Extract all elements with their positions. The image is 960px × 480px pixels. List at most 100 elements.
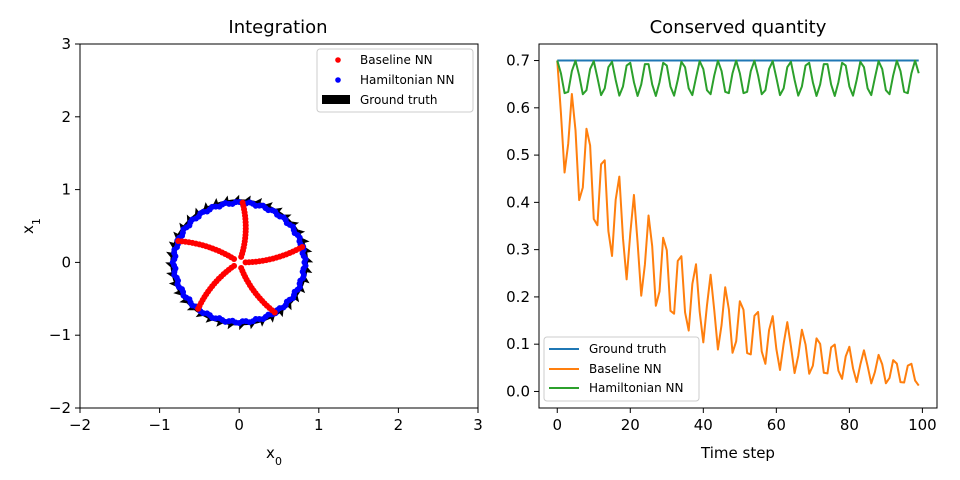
ground-truth-arrow: [265, 202, 273, 207]
x-tick-label: −1: [149, 416, 171, 434]
legend-baseline-label: Baseline NN: [360, 53, 433, 67]
ground-truth-arrow: [287, 303, 292, 311]
ground-truth-arrow: [165, 262, 171, 268]
hamiltonian-point: [302, 262, 309, 269]
ground-truth-arrow: [166, 251, 172, 258]
conserved-quantity-legend-box: [543, 336, 700, 402]
legend-baseline-marker: [335, 57, 341, 63]
x-tick-label: −2: [69, 416, 91, 434]
integration-title: Integration: [228, 17, 327, 38]
legend-ground-truth-marker: [322, 95, 350, 104]
x-tick-label: 60: [767, 416, 786, 434]
x-tick-label: 3: [473, 416, 483, 434]
ground-truth-arrow: [179, 222, 184, 230]
ground-truth-arrow: [173, 231, 179, 239]
y-tick-label: −2: [49, 399, 71, 417]
ground-truth-arrow: [216, 321, 223, 327]
conserved-quantity-x-ticks: 0 20 40 60 80 100: [552, 408, 937, 434]
ground-truth-arrow: [255, 198, 263, 203]
x-tick-label: 0: [234, 416, 244, 434]
y-tick-label: 0: [61, 253, 71, 271]
ground-truth-arrow: [179, 299, 187, 304]
ground-truth-arrow: [194, 207, 199, 215]
y-tick-label: 1: [61, 181, 71, 199]
baseline-point: [238, 253, 245, 260]
ground-truth-arrow: [239, 325, 245, 331]
integration-y-axis-label: x1: [19, 218, 43, 234]
y-tick-label: 0.2: [506, 288, 530, 306]
conserved-quantity-plot-area: [556, 59, 920, 387]
ground-truth-arrow: [168, 241, 175, 248]
ground-truth-arrow: [173, 290, 181, 296]
conserved-quantity-x-axis-label: Time step: [700, 444, 775, 462]
y-tick-label: 0.4: [506, 193, 530, 211]
legend-hamiltonian-marker: [335, 77, 341, 83]
ground-truth-arrow: [213, 198, 219, 205]
ground-truth-arrow: [166, 272, 173, 278]
integration-plot-area: [165, 194, 314, 331]
ground-truth-arrow: [186, 306, 195, 311]
y-tick-label: 0.5: [506, 146, 530, 164]
integration-axes-frame: [79, 43, 479, 409]
ground-truth-arrow: [223, 195, 229, 202]
ground-truth-arrow: [249, 323, 255, 330]
conserved-quantity-axes-frame: [538, 43, 938, 409]
x-tick-label: 100: [908, 416, 937, 434]
x-tick-label: 40: [694, 416, 713, 434]
ground-truth-arrow: [300, 286, 306, 294]
integration-legend-box: [316, 48, 474, 113]
integration-x-axis-label-subscript: 0: [275, 455, 282, 468]
ground-truth-arrow: [195, 313, 204, 318]
legend-ground-truth-label: Ground truth: [360, 93, 438, 107]
y-tick-label: 0.6: [506, 99, 530, 117]
ground-truth-arrow: [291, 221, 300, 226]
integration-legend: Baseline NN Hamiltonian NN Ground truth: [316, 48, 474, 113]
legend-baseline-series-label: Baseline NN: [589, 362, 662, 376]
ground-truth-arrow: [306, 267, 313, 273]
legend-hamiltonian-label: Hamiltonian NN: [360, 73, 454, 87]
ground-truth-arrow: [279, 310, 284, 318]
y-tick-label: 2: [61, 108, 71, 126]
y-tick-label: 0.1: [506, 335, 530, 353]
legend-ground-truth-series-label: Ground truth: [589, 342, 667, 356]
x-tick-label: 2: [394, 416, 404, 434]
y-tick-label: 0.3: [506, 241, 530, 259]
integration-x-axis-label-base: x: [266, 444, 275, 462]
y-tick-label: 0.0: [506, 382, 530, 400]
ground-truth-arrow: [284, 214, 292, 219]
x-tick-label: 0: [552, 416, 562, 434]
x-tick-label: 80: [840, 416, 859, 434]
baseline-point: [231, 262, 238, 269]
ground-truth-arrow: [275, 207, 283, 212]
integration-x-ticks: −2 −1 0 1 2 3: [69, 408, 483, 434]
conserved-quantity-panel: Conserved quantity 0 20 40 60 80 100 0.00.10.…: [506, 17, 938, 462]
baseline-point: [238, 264, 245, 271]
x-tick-label: 1: [314, 416, 324, 434]
conserved-quantity-legend: Ground truth Baseline NN Hamiltonian NN: [543, 336, 700, 402]
integration-y-axis-label-base: x: [19, 225, 37, 234]
series-line-baseline-nn: [556, 60, 920, 387]
y-tick-label: 0.7: [506, 52, 530, 70]
ground-truth-arrow: [203, 202, 209, 209]
ground-truth-arrow: [234, 194, 240, 200]
ground-truth-arrow: [270, 315, 275, 323]
ground-truth-arrow: [294, 295, 300, 303]
ground-truth-arrow: [205, 318, 213, 323]
y-tick-label: −1: [49, 326, 71, 344]
ground-truth-arrow: [168, 281, 176, 287]
y-tick-label: 3: [61, 35, 71, 53]
baseline-point: [242, 259, 249, 266]
ground-truth-arrow: [302, 238, 310, 244]
ground-truth-arrow: [186, 214, 191, 222]
series-line-hamiltonian-nn: [556, 59, 920, 97]
integration-x-axis-label: x0: [266, 444, 282, 468]
baseline-point: [231, 255, 238, 262]
conserved-quantity-title: Conserved quantity: [650, 17, 827, 38]
integration-y-axis-label-subscript: 1: [30, 218, 43, 225]
legend-hamiltonian-series-label: Hamiltonian NN: [589, 381, 683, 395]
integration-y-ticks: −2 −1 0 1 2 3: [49, 35, 80, 417]
ground-truth-arrow: [244, 195, 251, 201]
